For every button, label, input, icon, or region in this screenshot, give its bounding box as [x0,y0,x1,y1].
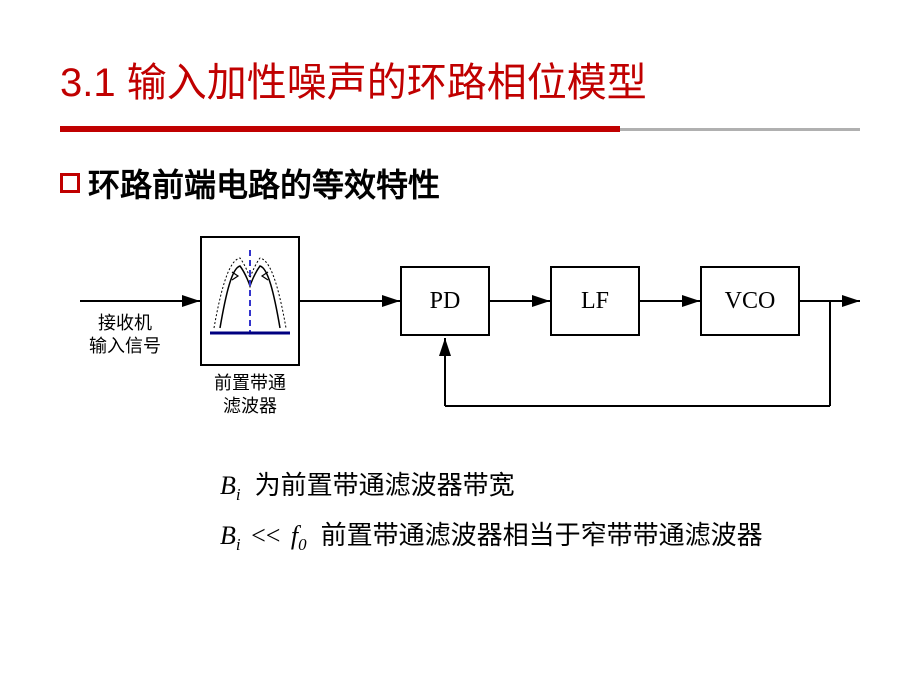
input-label-l1: 接收机 [98,313,152,333]
title-underline [60,126,860,134]
filter-label: 前置带通 滤波器 [200,372,300,419]
diagram-wires [60,226,860,456]
eq2-text: 前置带通滤波器相当于窄带带通滤波器 [321,511,763,560]
filter-label-l2: 滤波器 [223,396,277,416]
equations-block: Bi 为前置带通滤波器带宽 Bi << f0 前置带通滤波器相当于窄带带通滤波器 [220,461,860,562]
block-diagram: PD LF VCO 接收机 输入信号 前置带通 滤波器 [60,226,860,456]
equation-2: Bi << f0 前置带通滤波器相当于窄带带通滤波器 [220,511,860,561]
eq1-sub: i [236,485,241,504]
vco-block: VCO [700,266,800,336]
eq2-op: << [251,521,280,550]
equation-1: Bi 为前置带通滤波器带宽 [220,461,860,511]
rule-red [60,126,620,132]
eq2-sub2: 0 [298,535,306,554]
bandpass-shape-icon [202,238,298,364]
filter-block [200,236,300,366]
eq2-math: Bi << f0 [220,511,307,561]
eq1-text: 为前置带通滤波器带宽 [255,461,515,510]
subtitle-text: 环路前端电路的等效特性 [88,160,440,206]
eq1-var: B [220,471,236,500]
input-label: 接收机 输入信号 [70,312,180,359]
eq2-sub1: i [236,535,241,554]
pd-block: PD [400,266,490,336]
slide-title: 3.1 输入加性噪声的环路相位模型 [60,50,860,108]
subtitle-row: 环路前端电路的等效特性 [60,160,860,206]
rule-gray [620,128,860,131]
bullet-square-icon [60,173,80,193]
eq1-math: Bi [220,461,241,511]
filter-label-l1: 前置带通 [214,373,286,393]
eq2-var1: B [220,521,236,550]
input-label-l2: 输入信号 [89,336,161,356]
lf-block: LF [550,266,640,336]
